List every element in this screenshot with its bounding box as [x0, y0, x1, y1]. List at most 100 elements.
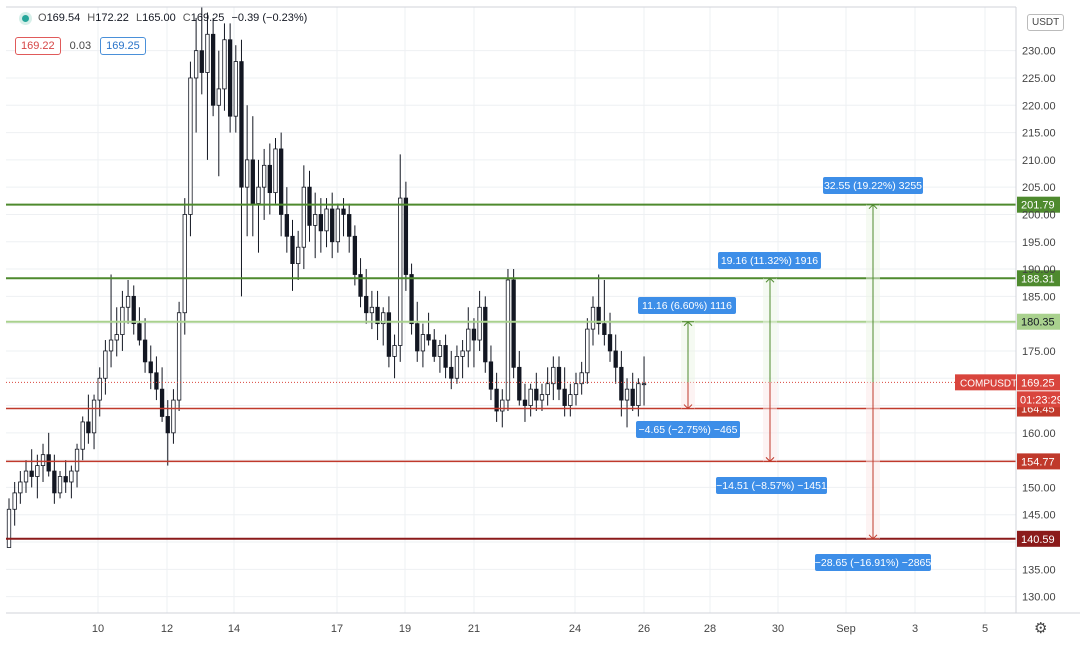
candle-body: [284, 214, 289, 237]
candle: [318, 198, 324, 253]
y-tick-label: 210.00: [1022, 155, 1056, 167]
candle: [375, 290, 380, 341]
currency-label[interactable]: USDT: [1027, 14, 1065, 31]
measure-tool[interactable]: 32.55 (19.22%) 3255: [823, 177, 923, 383]
candle: [137, 307, 142, 346]
candle: [125, 279, 131, 324]
candle: [233, 45, 238, 133]
candle-body: [233, 61, 238, 117]
candle-body: [386, 312, 392, 357]
candle-body: [222, 39, 227, 90]
candle: [641, 356, 647, 406]
candle: [596, 274, 601, 335]
candle: [205, 12, 210, 160]
candle: [636, 378, 641, 417]
candle-body: [466, 328, 471, 352]
candle-body: [437, 345, 443, 357]
level-price-label: 188.31: [1021, 273, 1055, 285]
candle: [511, 269, 516, 379]
candle-body: [460, 350, 465, 357]
level-price-tag: [1017, 313, 1060, 330]
candle-body: [568, 394, 573, 406]
y-tick-label: 135.00: [1022, 564, 1056, 576]
candle: [256, 159, 261, 253]
candle-body: [250, 159, 255, 204]
ask-button[interactable]: 169.25: [100, 37, 146, 55]
measure-tool[interactable]: −28.65 (−16.91%) −2865: [815, 382, 932, 571]
close-value: 169.25: [190, 12, 225, 24]
bid-button[interactable]: 169.22: [15, 37, 61, 55]
symbol-tag: [955, 374, 1016, 391]
level-price-tag: [1017, 270, 1060, 287]
candle: [210, 17, 216, 117]
measure-tool[interactable]: 19.16 (11.32%) 1916: [718, 252, 821, 383]
measure-tool[interactable]: −4.65 (−2.75%) −465: [636, 382, 740, 438]
measure-label: −4.65 (−2.75%) −465: [639, 424, 738, 436]
candle-body: [18, 481, 23, 494]
candle: [290, 219, 295, 291]
candle: [551, 356, 556, 401]
candle: [313, 192, 318, 259]
candle: [556, 356, 562, 401]
candle-body: [182, 214, 187, 314]
measure-label: −14.51 (−8.57%) −1451: [716, 480, 827, 492]
measure-label-box[interactable]: [815, 554, 931, 571]
candle: [80, 416, 85, 461]
candle-body: [279, 148, 284, 215]
candle-body: [244, 159, 250, 188]
candle-body: [619, 366, 624, 401]
candle-body: [613, 350, 618, 368]
candle: [57, 471, 63, 499]
candle-body: [630, 388, 635, 406]
candle: [239, 39, 244, 297]
candle: [273, 138, 278, 204]
candle-body: [636, 383, 641, 406]
candle-body: [483, 306, 488, 363]
candle-body: [556, 366, 562, 390]
candle: [74, 443, 80, 488]
candle: [568, 383, 573, 417]
measure-label-box[interactable]: [636, 421, 740, 438]
x-tick-label: Sep: [836, 623, 856, 635]
settings-gear-icon[interactable]: ⚙: [1034, 620, 1048, 637]
candle-body: [471, 328, 477, 341]
y-tick-label: 175.00: [1022, 346, 1056, 358]
x-tick-label: 24: [569, 623, 581, 635]
measure-tool[interactable]: 11.16 (6.60%) 1116: [638, 297, 736, 383]
candle-body: [488, 361, 494, 390]
candle-body: [29, 470, 34, 477]
candle-body: [97, 377, 102, 401]
candle-body: [330, 208, 335, 243]
measure-label: 19.16 (11.32%) 1916: [721, 255, 818, 267]
candle-body: [216, 88, 221, 106]
candle-body: [256, 186, 261, 204]
measure-label-box[interactable]: [638, 297, 736, 314]
candle-body: [171, 399, 176, 434]
measure-tool[interactable]: −14.51 (−8.57%) −1451: [716, 382, 827, 494]
candle: [432, 329, 437, 362]
measure-label-box[interactable]: [716, 477, 827, 494]
y-tick-label: 185.00: [1022, 291, 1056, 303]
x-tick-label: 10: [92, 623, 104, 635]
candle: [483, 296, 488, 373]
candle: [301, 165, 306, 270]
level-price-tag: [1017, 530, 1060, 547]
candle: [494, 372, 499, 422]
candle-body: [313, 214, 318, 226]
measure-label-box[interactable]: [718, 252, 821, 269]
measure-label-box[interactable]: [823, 177, 923, 194]
candle-body: [23, 470, 29, 483]
candle-body: [125, 295, 131, 308]
countdown-label: 01:23:29: [1020, 394, 1063, 406]
candle-body: [426, 334, 431, 341]
candle-body: [324, 208, 329, 232]
candle: [613, 334, 618, 384]
x-tick-label: 30: [772, 623, 784, 635]
bid-ask-quote: 169.22 0.03 169.25: [15, 37, 146, 55]
candle: [381, 307, 386, 346]
candle-body: [364, 295, 369, 314]
candle: [324, 198, 329, 248]
candle-body: [534, 388, 539, 401]
